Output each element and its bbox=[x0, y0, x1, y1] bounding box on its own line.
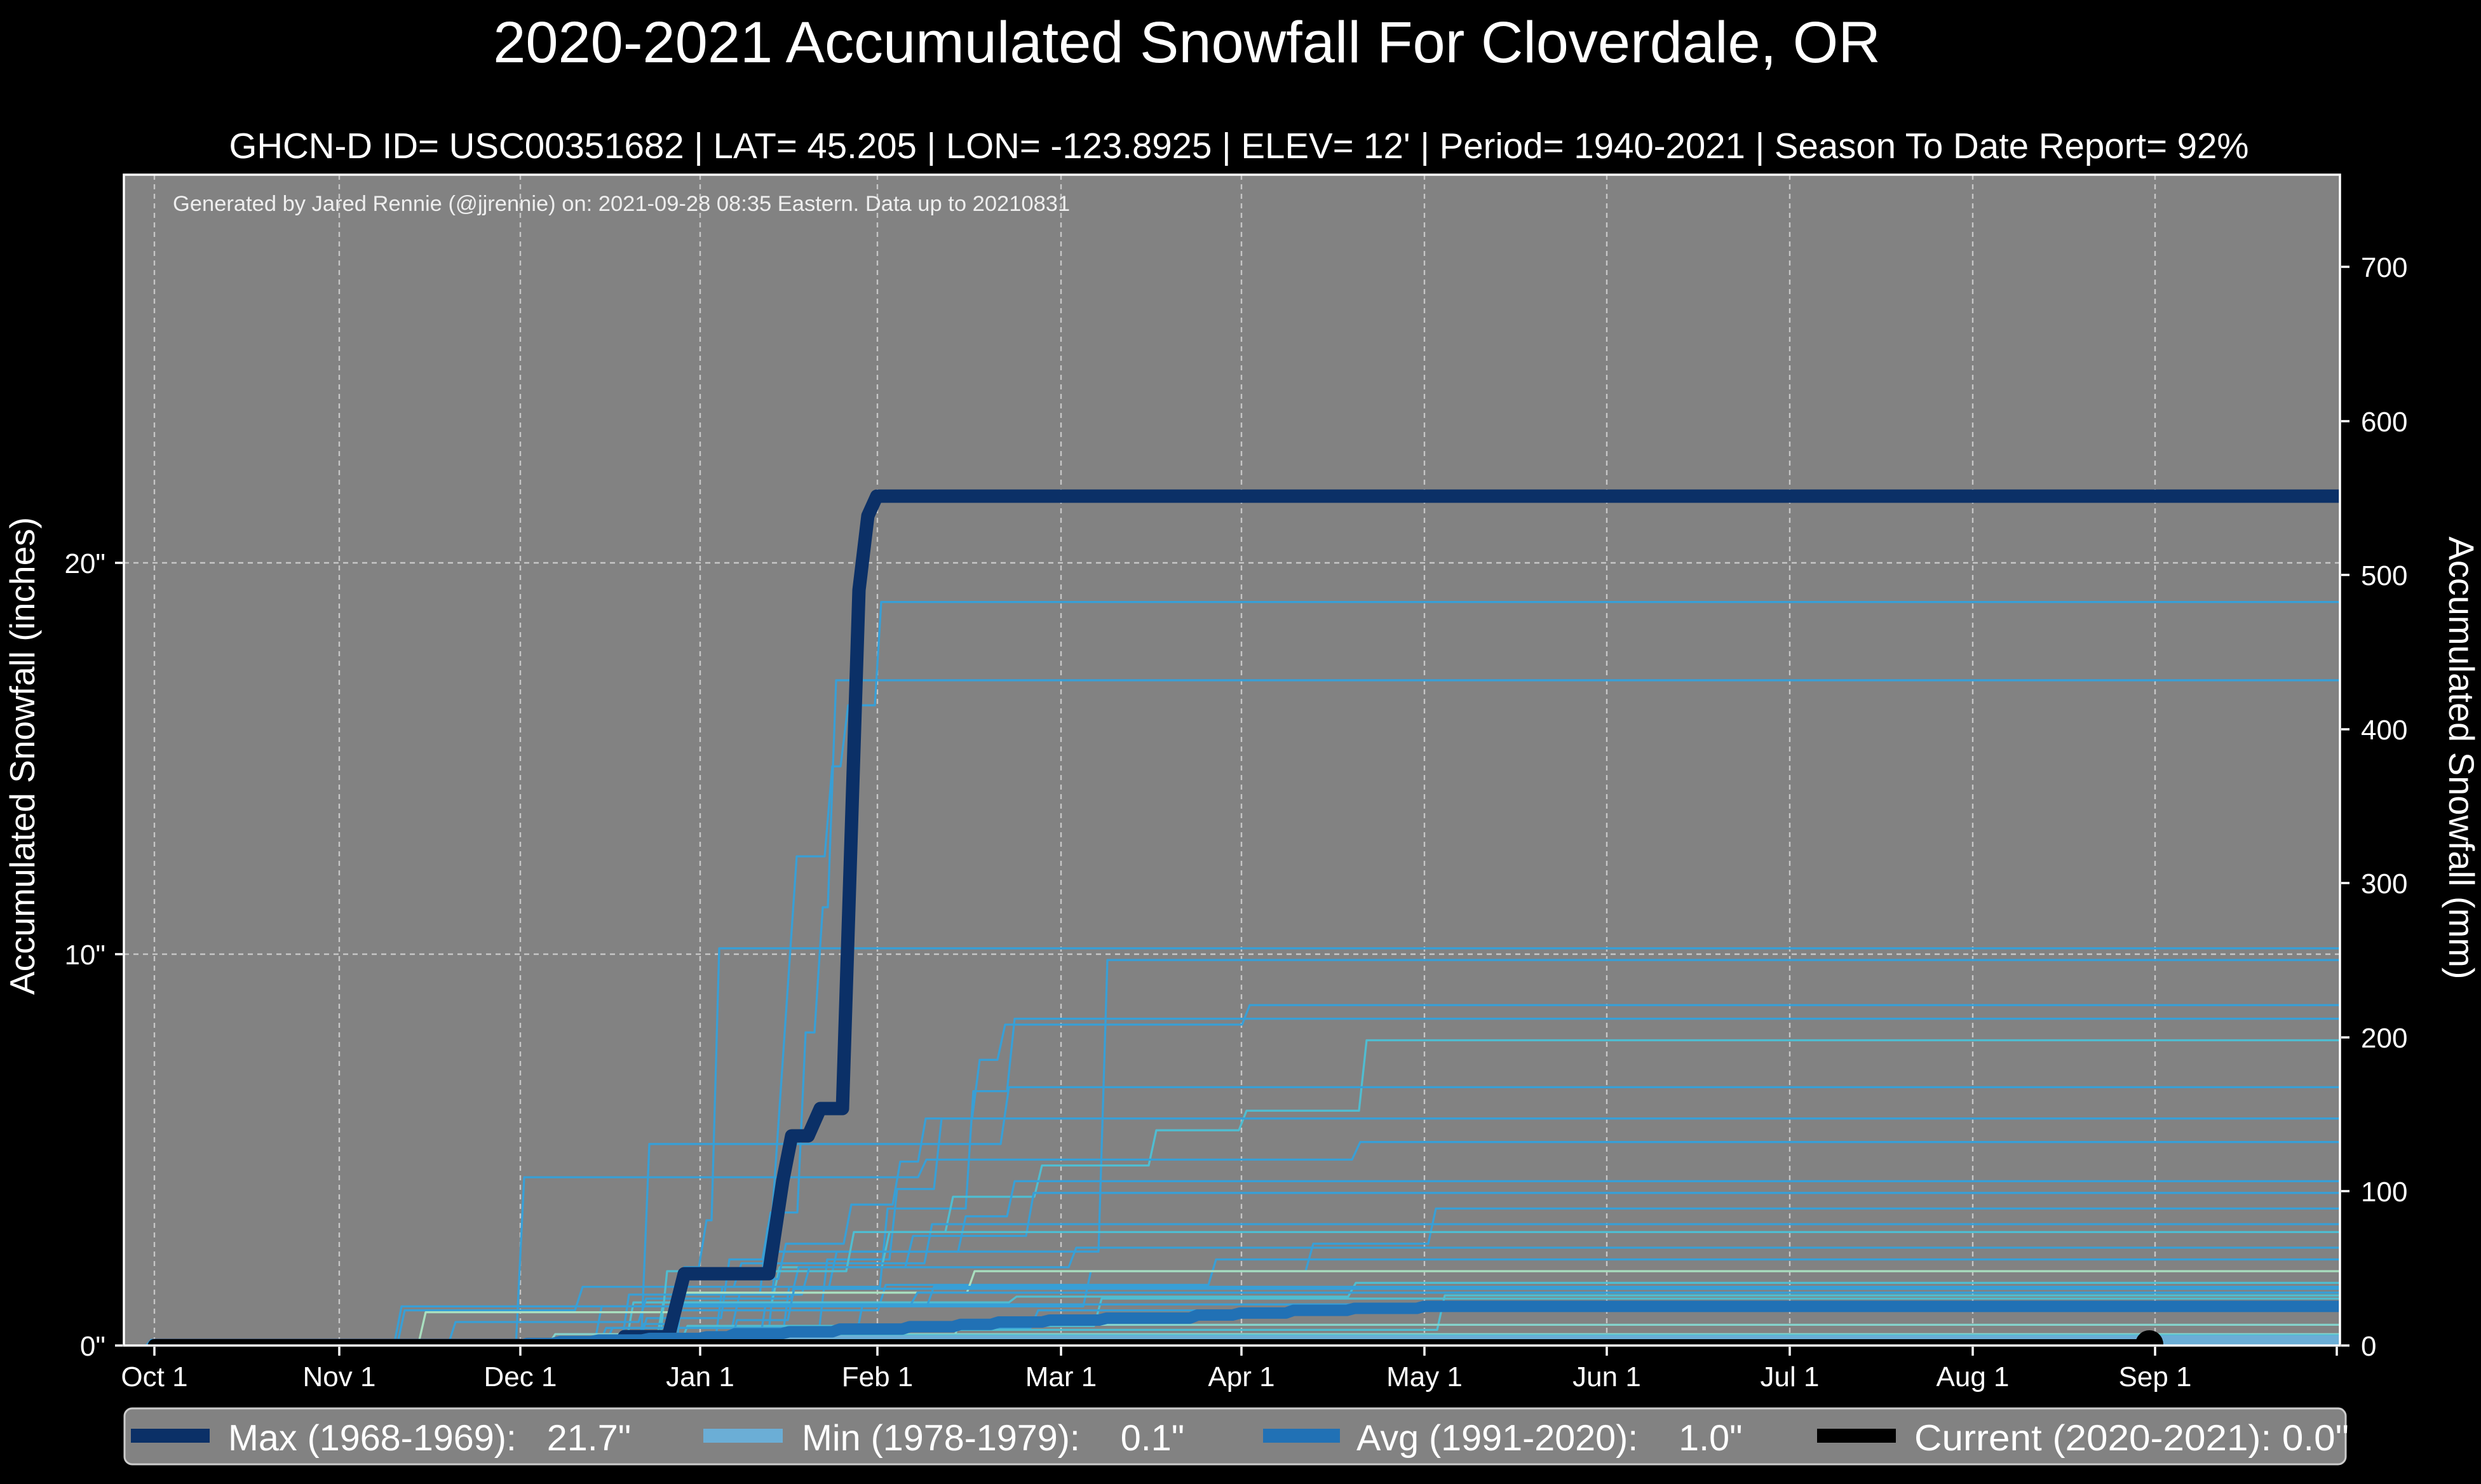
svg-text:Jun 1: Jun 1 bbox=[1572, 1361, 1641, 1393]
svg-text:Oct 1: Oct 1 bbox=[121, 1361, 187, 1393]
svg-text:Sep 1: Sep 1 bbox=[2119, 1361, 2192, 1393]
svg-text:Jan 1: Jan 1 bbox=[666, 1361, 734, 1393]
svg-text:Min (1978-1979): 0.1": Min (1978-1979): 0.1" bbox=[802, 1418, 1184, 1459]
svg-text:Dec 1: Dec 1 bbox=[484, 1361, 557, 1393]
svg-text:Current (2020-2021): 0.0": Current (2020-2021): 0.0" bbox=[1914, 1418, 2349, 1459]
svg-text:Mar 1: Mar 1 bbox=[1025, 1361, 1097, 1393]
svg-text:700: 700 bbox=[2361, 252, 2407, 283]
svg-text:Apr 1: Apr 1 bbox=[1208, 1361, 1274, 1393]
svg-text:0: 0 bbox=[2361, 1331, 2376, 1362]
svg-text:100: 100 bbox=[2361, 1177, 2407, 1208]
svg-text:300: 300 bbox=[2361, 868, 2407, 900]
svg-text:Aug 1: Aug 1 bbox=[1937, 1361, 2010, 1393]
svg-text:500: 500 bbox=[2361, 560, 2407, 591]
svg-text:600: 600 bbox=[2361, 407, 2407, 438]
svg-text:20": 20" bbox=[64, 548, 105, 579]
svg-text:0": 0" bbox=[80, 1331, 105, 1362]
svg-text:Accumulated Snowfall (inches): Accumulated Snowfall (inches) bbox=[3, 517, 42, 995]
svg-text:GHCN-D ID= USC00351682 | LAT=: GHCN-D ID= USC00351682 | LAT= 45.205 | L… bbox=[229, 126, 2248, 166]
svg-text:May 1: May 1 bbox=[1386, 1361, 1463, 1393]
svg-text:200: 200 bbox=[2361, 1023, 2407, 1054]
svg-text:2020-2021 Accumulated Snowfall: 2020-2021 Accumulated Snowfall For Clove… bbox=[493, 10, 1881, 75]
svg-text:10": 10" bbox=[64, 940, 105, 971]
svg-text:Jul 1: Jul 1 bbox=[1761, 1361, 1820, 1393]
svg-text:Nov 1: Nov 1 bbox=[303, 1361, 376, 1393]
svg-text:Feb 1: Feb 1 bbox=[842, 1361, 914, 1393]
svg-text:Generated by Jared Rennie (@jj: Generated by Jared Rennie (@jjrennie) on… bbox=[173, 192, 1070, 216]
svg-text:Accumulated Snowfall (mm): Accumulated Snowfall (mm) bbox=[2442, 536, 2481, 979]
svg-text:400: 400 bbox=[2361, 715, 2407, 746]
svg-text:Avg (1991-2020): 1.0": Avg (1991-2020): 1.0" bbox=[1356, 1418, 1743, 1459]
svg-text:Max (1968-1969): 21.7": Max (1968-1969): 21.7" bbox=[228, 1418, 631, 1459]
